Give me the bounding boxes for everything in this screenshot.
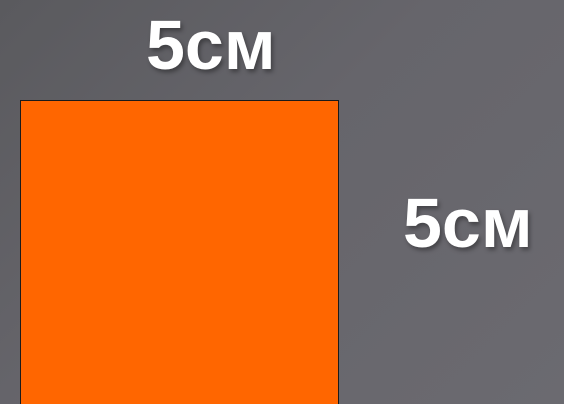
top-side-length-label: 5см — [146, 6, 276, 84]
orange-square — [20, 100, 339, 404]
right-side-length-label: 5см — [403, 184, 533, 262]
